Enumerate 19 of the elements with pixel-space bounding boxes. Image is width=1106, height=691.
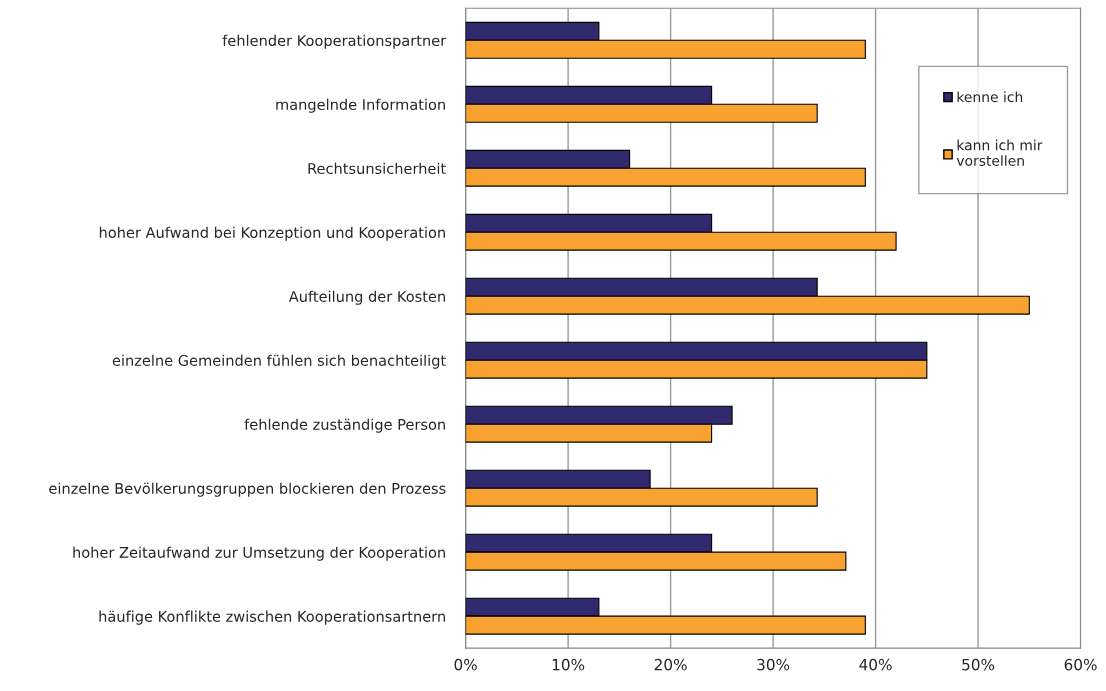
y-tick-label: Rechtsunsicherheit <box>308 162 446 175</box>
y-tick-label: einzelne Gemeinden fühlen sich benachteiligt <box>112 354 446 369</box>
x-tick-label: 0% <box>454 658 477 671</box>
legend-label: kann ich mir vorstellen <box>956 139 1043 166</box>
y-tick-label: einzelne Bevölkerungsgruppen blockieren den Prozess <box>49 482 446 497</box>
x-tick-label: 50% <box>962 658 995 671</box>
x-tick-label: 30% <box>757 658 790 671</box>
x-tick-label: 20% <box>654 658 687 671</box>
y-tick-label: häufige Konflikte zwischen Kooperationsartnern <box>99 610 445 625</box>
legend-label: kenne ich <box>957 91 1023 103</box>
x-tick-label: 60% <box>1064 658 1097 671</box>
y-tick-label: fehlender Kooperationspartner <box>222 34 447 49</box>
y-tick-label: Aufteilung der Kosten <box>288 290 445 305</box>
y-tick-label: mangelnde Information <box>276 98 445 113</box>
x-tick-label: 10% <box>552 658 585 671</box>
y-tick-label: fehlende zuständige Person <box>244 418 445 433</box>
y-tick-label: hoher Zeitaufwand zur Umsetzung der Kooperation <box>73 546 445 561</box>
x-tick-label: 40% <box>859 658 892 671</box>
y-tick-label: hoher Aufwand bei Konzeption und Kooperation <box>99 226 445 241</box>
